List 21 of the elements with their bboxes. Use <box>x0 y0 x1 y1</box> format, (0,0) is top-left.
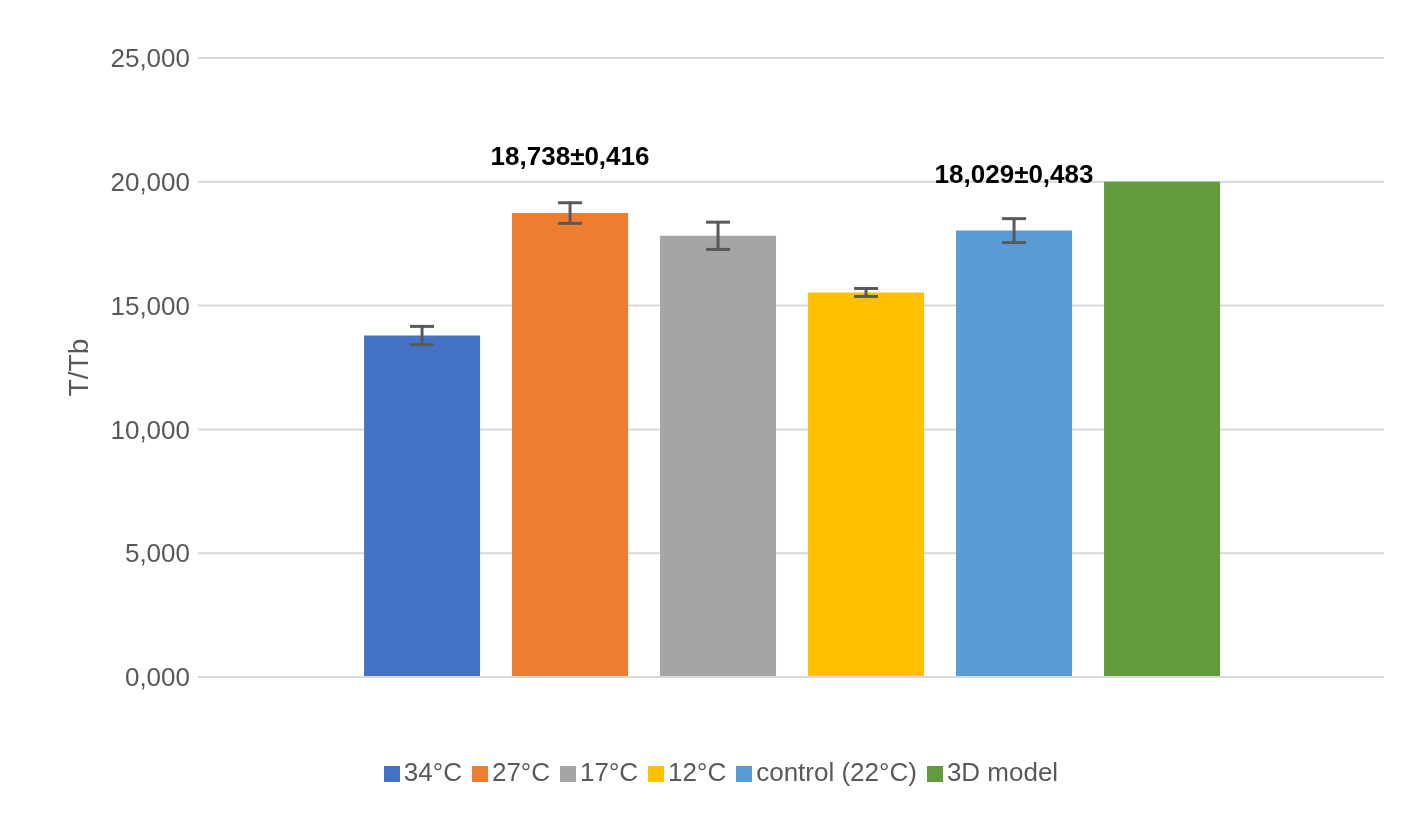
data-label: 18,029±0,483 <box>934 158 1094 189</box>
bar <box>1104 181 1221 677</box>
bar <box>956 230 1073 677</box>
legend-label: control (22°C) <box>756 757 917 787</box>
legend-label: 3D model <box>946 757 1059 787</box>
y-tick-label: 25,000 <box>110 43 190 74</box>
legend-label: 27°C <box>491 757 551 787</box>
legend-label: 17°C <box>580 757 639 787</box>
y-tick-label: 5,000 <box>124 538 190 569</box>
legend-label: 12°C <box>668 757 727 787</box>
bar <box>808 292 925 677</box>
y-tick-label: 0,000 <box>124 662 190 693</box>
bar <box>364 335 481 677</box>
y-tick-label: 20,000 <box>110 167 190 198</box>
y-axis-title: T/Tb <box>62 338 94 397</box>
y-tick-label: 10,000 <box>110 414 190 445</box>
y-tick-label: 15,000 <box>110 290 190 321</box>
legend-label: 34°C <box>403 757 462 787</box>
data-label: 18,738±0,416 <box>490 141 650 172</box>
bar <box>660 235 777 677</box>
bar <box>512 213 629 677</box>
